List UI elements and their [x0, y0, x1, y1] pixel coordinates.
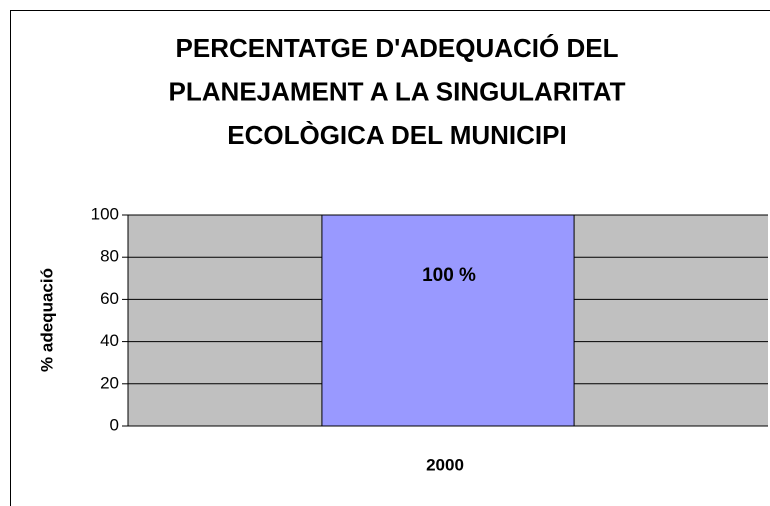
y-tick-label: 80 [100, 247, 119, 266]
chart-title-line: PLANEJAMENT A LA SINGULARITAT [169, 76, 626, 106]
y-tick-label: 40 [100, 331, 119, 350]
y-tick-label: 60 [100, 289, 119, 308]
y-axis-label: % adequació [37, 268, 56, 372]
chart-title-line: PERCENTATGE D'ADEQUACIÓ DEL [176, 33, 619, 63]
data-label: 100 % [422, 265, 476, 286]
y-tick-label: 100 [91, 204, 119, 223]
x-tick-label: 2000 [426, 455, 464, 474]
y-tick-label: 0 [110, 415, 119, 434]
chart-title-line: ECOLÒGICA DEL MUNICIPI [227, 120, 566, 150]
bar [321, 214, 575, 427]
chart-title: PERCENTATGE D'ADEQUACIÓ DEL PLANEJAMENT A… [169, 33, 626, 150]
y-tick-label: 20 [100, 373, 119, 392]
